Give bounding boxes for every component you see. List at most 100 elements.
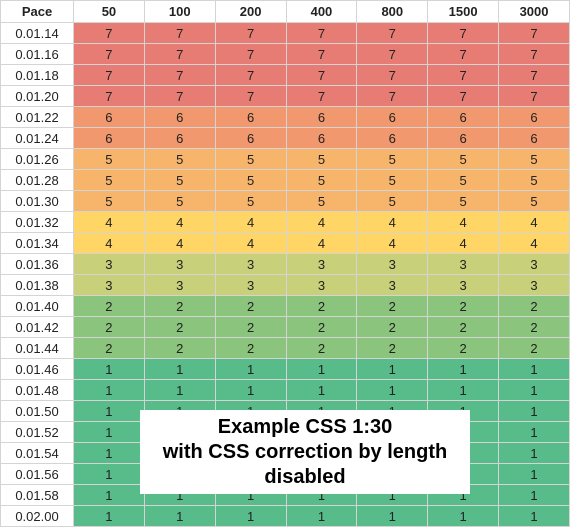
value-cell: 1 [73, 484, 145, 506]
value-cell: 4 [143, 211, 216, 233]
value-cell: 5 [427, 148, 500, 170]
value-cell: 6 [285, 106, 358, 128]
value-cell: 6 [285, 127, 358, 149]
value-cell: 1 [498, 442, 570, 464]
value-cell: 2 [356, 316, 429, 338]
pace-cell: 0.01.50 [0, 400, 74, 422]
value-cell: 5 [356, 148, 429, 170]
value-cell: 7 [73, 43, 145, 65]
value-cell: 7 [214, 22, 287, 44]
table-row: 0.01.16 7 7 7 7 7 7 7 [0, 43, 570, 65]
value-cell: 4 [427, 232, 500, 254]
value-cell: 3 [498, 253, 570, 275]
pace-cell: 0.01.24 [0, 127, 74, 149]
pace-cell: 0.01.14 [0, 22, 74, 44]
value-cell: 1 [73, 442, 145, 464]
value-cell: 3 [143, 253, 216, 275]
overlay-box: Example CSS 1:30 with CSS correction by l… [140, 410, 470, 494]
value-cell: 1 [498, 421, 570, 443]
value-cell: 1 [143, 379, 216, 401]
value-cell: 1 [214, 358, 287, 380]
table-row: 0.01.24 6 6 6 6 6 6 6 [0, 127, 570, 149]
table-row: 0.01.22 6 6 6 6 6 6 6 [0, 106, 570, 128]
value-cell: 6 [427, 127, 500, 149]
value-cell: 3 [285, 274, 358, 296]
value-cell: 5 [498, 190, 570, 212]
value-cell: 1 [498, 505, 570, 527]
value-cell: 3 [214, 274, 287, 296]
value-cell: 7 [214, 43, 287, 65]
value-cell: 6 [498, 127, 570, 149]
value-cell: 3 [356, 253, 429, 275]
value-cell: 7 [285, 64, 358, 86]
value-cell: 1 [285, 358, 358, 380]
overlay-text: disabled [264, 465, 346, 488]
value-cell: 7 [498, 22, 570, 44]
pace-cell: 0.01.54 [0, 442, 74, 464]
value-cell: 5 [356, 169, 429, 191]
value-cell: 5 [143, 190, 216, 212]
value-cell: 2 [427, 337, 500, 359]
value-cell: 7 [356, 22, 429, 44]
value-cell: 5 [498, 148, 570, 170]
value-cell: 1 [214, 505, 287, 527]
value-cell: 7 [285, 85, 358, 107]
value-cell: 5 [143, 148, 216, 170]
value-cell: 5 [214, 148, 287, 170]
pace-cell: 0.01.44 [0, 337, 74, 359]
value-cell: 7 [427, 85, 500, 107]
pace-cell: 0.01.36 [0, 253, 74, 275]
value-cell: 7 [73, 85, 145, 107]
value-cell: 1 [285, 505, 358, 527]
pace-cell: 0.01.34 [0, 232, 74, 254]
value-cell: 7 [214, 64, 287, 86]
value-cell: 1 [143, 358, 216, 380]
value-cell: 6 [498, 106, 570, 128]
header-cell: 100 [143, 0, 216, 23]
value-cell: 4 [498, 232, 570, 254]
value-cell: 5 [214, 169, 287, 191]
value-cell: 5 [214, 190, 287, 212]
overlay-text: with CSS correction by length [162, 440, 448, 463]
value-cell: 7 [498, 43, 570, 65]
pace-cell: 0.01.20 [0, 85, 74, 107]
value-cell: 1 [498, 358, 570, 380]
value-cell: 1 [285, 379, 358, 401]
table-row: 0.02.00 1 1 1 1 1 1 1 [0, 505, 570, 527]
table-row: 0.01.48 1 1 1 1 1 1 1 [0, 379, 570, 401]
value-cell: 1 [427, 358, 500, 380]
table-row: 0.01.14 7 7 7 7 7 7 7 [0, 22, 570, 44]
value-cell: 1 [498, 463, 570, 485]
value-cell: 6 [214, 127, 287, 149]
value-cell: 1 [498, 400, 570, 422]
value-cell: 1 [73, 379, 145, 401]
pace-cell: 0.01.48 [0, 379, 74, 401]
value-cell: 3 [143, 274, 216, 296]
value-cell: 4 [143, 232, 216, 254]
value-cell: 3 [427, 274, 500, 296]
value-cell: 7 [356, 85, 429, 107]
value-cell: 1 [427, 379, 500, 401]
value-cell: 1 [356, 358, 429, 380]
pace-cell: 0.01.42 [0, 316, 74, 338]
value-cell: 7 [427, 43, 500, 65]
table-row: 0.01.40 2 2 2 2 2 2 2 [0, 295, 570, 317]
value-cell: 4 [285, 232, 358, 254]
value-cell: 2 [143, 295, 216, 317]
value-cell: 2 [73, 295, 145, 317]
value-cell: 7 [143, 85, 216, 107]
value-cell: 2 [214, 337, 287, 359]
value-cell: 1 [498, 484, 570, 506]
value-cell: 2 [143, 337, 216, 359]
value-cell: 3 [214, 253, 287, 275]
value-cell: 7 [498, 85, 570, 107]
pace-cell: 0.02.00 [0, 505, 74, 527]
value-cell: 7 [143, 43, 216, 65]
value-cell: 2 [427, 316, 500, 338]
header-cell: 400 [285, 0, 358, 23]
pace-cell: 0.01.26 [0, 148, 74, 170]
value-cell: 2 [285, 316, 358, 338]
value-cell: 7 [73, 64, 145, 86]
value-cell: 2 [427, 295, 500, 317]
